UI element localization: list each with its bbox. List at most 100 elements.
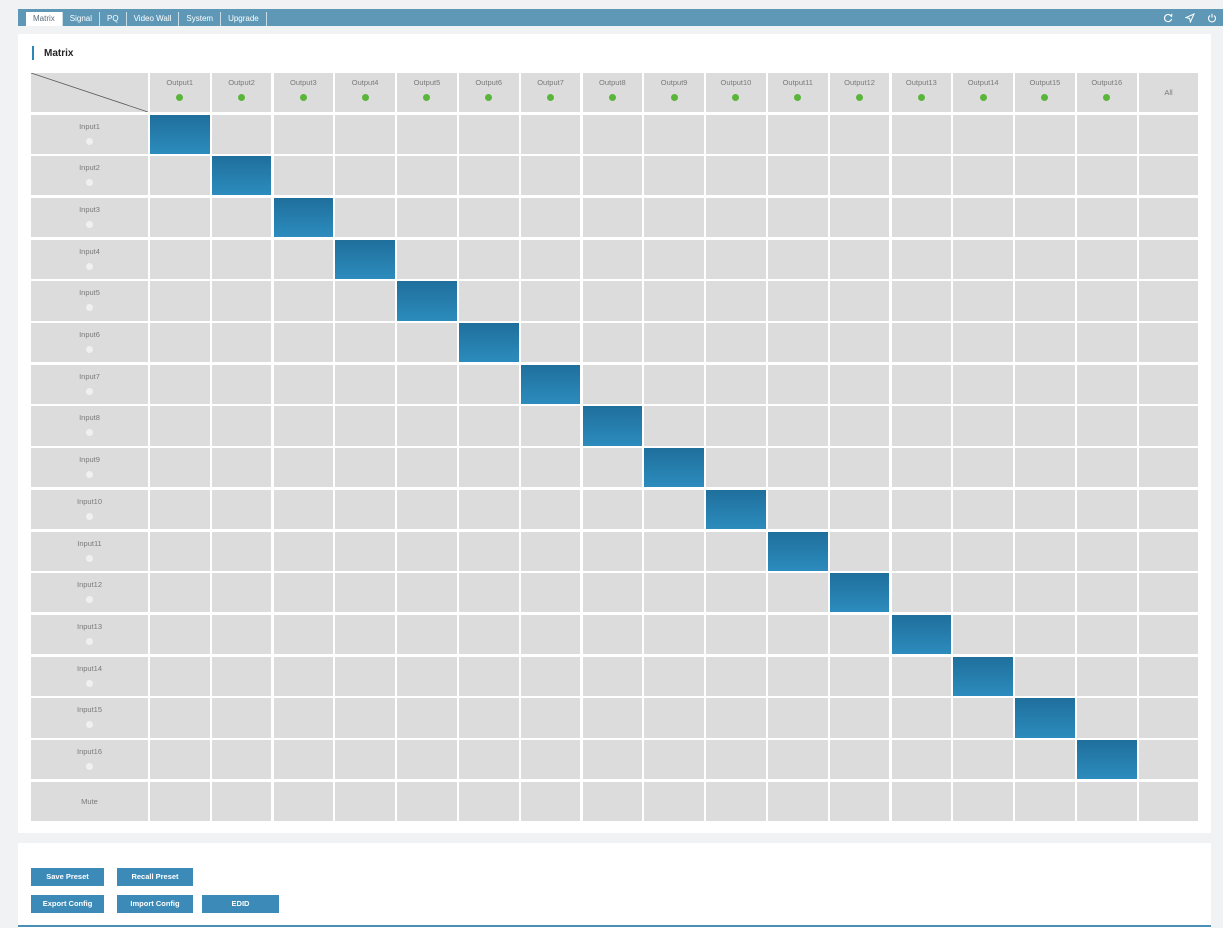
crosspoint-cell[interactable] bbox=[335, 406, 395, 446]
crosspoint-cell[interactable] bbox=[1138, 156, 1199, 196]
crosspoint-cell[interactable] bbox=[706, 156, 766, 196]
crosspoint-cell[interactable] bbox=[335, 323, 395, 363]
crosspoint-cell[interactable] bbox=[768, 114, 828, 154]
input-header[interactable]: Input16 bbox=[31, 740, 148, 780]
crosspoint-cell[interactable] bbox=[644, 573, 704, 613]
crosspoint-cell[interactable] bbox=[1138, 114, 1199, 154]
crosspoint-cell[interactable] bbox=[829, 740, 890, 780]
crosspoint-cell-active[interactable] bbox=[459, 323, 519, 363]
input-header[interactable]: Input4 bbox=[31, 239, 148, 279]
output-header[interactable]: Output2 bbox=[211, 73, 272, 112]
output-header[interactable]: Output13 bbox=[891, 73, 952, 112]
save-preset-button[interactable]: Save Preset bbox=[31, 868, 104, 886]
crosspoint-cell[interactable] bbox=[644, 323, 704, 363]
crosspoint-cell[interactable] bbox=[211, 364, 272, 404]
crosspoint-cell[interactable] bbox=[397, 364, 457, 404]
crosspoint-cell[interactable] bbox=[1077, 114, 1137, 154]
crosspoint-cell[interactable] bbox=[211, 614, 272, 655]
crosspoint-cell[interactable] bbox=[1077, 698, 1137, 738]
crosspoint-cell[interactable] bbox=[953, 156, 1013, 196]
crosspoint-cell[interactable] bbox=[1015, 573, 1075, 613]
crosspoint-cell[interactable] bbox=[459, 489, 519, 530]
crosspoint-cell[interactable] bbox=[150, 489, 210, 530]
recall-preset-button[interactable]: Recall Preset bbox=[117, 868, 193, 886]
crosspoint-cell[interactable] bbox=[644, 656, 704, 696]
crosspoint-cell[interactable] bbox=[150, 281, 210, 321]
crosspoint-cell[interactable] bbox=[891, 656, 952, 696]
output-header[interactable]: Output5 bbox=[397, 73, 457, 112]
crosspoint-cell[interactable] bbox=[1077, 156, 1137, 196]
output-header[interactable]: Output12 bbox=[829, 73, 890, 112]
crosspoint-cell[interactable] bbox=[706, 114, 766, 154]
crosspoint-cell-active[interactable] bbox=[1077, 740, 1137, 780]
crosspoint-cell[interactable] bbox=[644, 531, 704, 571]
crosspoint-cell[interactable] bbox=[768, 489, 828, 530]
edid-button[interactable]: EDID bbox=[202, 895, 279, 913]
crosspoint-cell[interactable] bbox=[706, 740, 766, 780]
crosspoint-cell[interactable] bbox=[397, 114, 457, 154]
input-header[interactable]: Input13 bbox=[31, 614, 148, 655]
crosspoint-cell[interactable] bbox=[644, 698, 704, 738]
crosspoint-cell[interactable] bbox=[953, 740, 1013, 780]
crosspoint-cell[interactable] bbox=[1015, 156, 1075, 196]
crosspoint-cell[interactable] bbox=[335, 364, 395, 404]
crosspoint-cell[interactable] bbox=[891, 364, 952, 404]
output-header[interactable]: Output3 bbox=[273, 73, 334, 112]
crosspoint-cell[interactable] bbox=[459, 406, 519, 446]
mute-cell[interactable] bbox=[1138, 781, 1199, 821]
crosspoint-cell[interactable] bbox=[273, 239, 334, 279]
crosspoint-cell[interactable] bbox=[273, 323, 334, 363]
mute-cell[interactable] bbox=[891, 781, 952, 821]
crosspoint-cell[interactable] bbox=[397, 531, 457, 571]
mute-cell[interactable] bbox=[459, 781, 519, 821]
crosspoint-cell[interactable] bbox=[520, 281, 581, 321]
crosspoint-cell[interactable] bbox=[829, 656, 890, 696]
crosspoint-cell[interactable] bbox=[1077, 614, 1137, 655]
crosspoint-cell[interactable] bbox=[706, 573, 766, 613]
crosspoint-cell[interactable] bbox=[829, 323, 890, 363]
crosspoint-cell[interactable] bbox=[891, 573, 952, 613]
crosspoint-cell[interactable] bbox=[953, 614, 1013, 655]
crosspoint-cell[interactable] bbox=[335, 614, 395, 655]
crosspoint-cell[interactable] bbox=[1077, 239, 1137, 279]
crosspoint-cell[interactable] bbox=[1077, 573, 1137, 613]
output-header[interactable]: Output6 bbox=[459, 73, 519, 112]
crosspoint-cell[interactable] bbox=[335, 281, 395, 321]
crosspoint-cell[interactable] bbox=[706, 531, 766, 571]
crosspoint-cell[interactable] bbox=[459, 740, 519, 780]
crosspoint-cell[interactable] bbox=[1138, 740, 1199, 780]
crosspoint-cell[interactable] bbox=[706, 364, 766, 404]
crosspoint-cell[interactable] bbox=[211, 239, 272, 279]
crosspoint-cell[interactable] bbox=[706, 239, 766, 279]
crosspoint-cell[interactable] bbox=[273, 156, 334, 196]
crosspoint-cell[interactable] bbox=[1138, 448, 1199, 488]
crosspoint-cell[interactable] bbox=[1077, 406, 1137, 446]
crosspoint-cell[interactable] bbox=[1015, 489, 1075, 530]
crosspoint-cell[interactable] bbox=[1015, 114, 1075, 154]
crosspoint-cell[interactable] bbox=[706, 656, 766, 696]
crosspoint-cell[interactable] bbox=[1138, 573, 1199, 613]
crosspoint-cell-active[interactable] bbox=[953, 656, 1013, 696]
crosspoint-cell[interactable] bbox=[582, 614, 643, 655]
crosspoint-cell-active[interactable] bbox=[335, 239, 395, 279]
crosspoint-cell[interactable] bbox=[520, 156, 581, 196]
crosspoint-cell[interactable] bbox=[582, 489, 643, 530]
mute-header[interactable]: Mute bbox=[31, 781, 148, 821]
crosspoint-cell-active[interactable] bbox=[273, 197, 334, 238]
crosspoint-cell[interactable] bbox=[520, 489, 581, 530]
crosspoint-cell[interactable] bbox=[211, 323, 272, 363]
crosspoint-cell[interactable] bbox=[520, 656, 581, 696]
crosspoint-cell[interactable] bbox=[644, 406, 704, 446]
crosspoint-cell[interactable] bbox=[150, 364, 210, 404]
crosspoint-cell[interactable] bbox=[706, 448, 766, 488]
mute-cell[interactable] bbox=[335, 781, 395, 821]
crosspoint-cell[interactable] bbox=[582, 197, 643, 238]
crosspoint-cell-active[interactable] bbox=[706, 489, 766, 530]
tab-signal[interactable]: Signal bbox=[63, 12, 101, 26]
mute-cell[interactable] bbox=[768, 781, 828, 821]
crosspoint-cell[interactable] bbox=[150, 406, 210, 446]
mute-cell[interactable] bbox=[706, 781, 766, 821]
crosspoint-cell[interactable] bbox=[891, 197, 952, 238]
crosspoint-cell[interactable] bbox=[953, 281, 1013, 321]
crosspoint-cell-active[interactable] bbox=[1015, 698, 1075, 738]
